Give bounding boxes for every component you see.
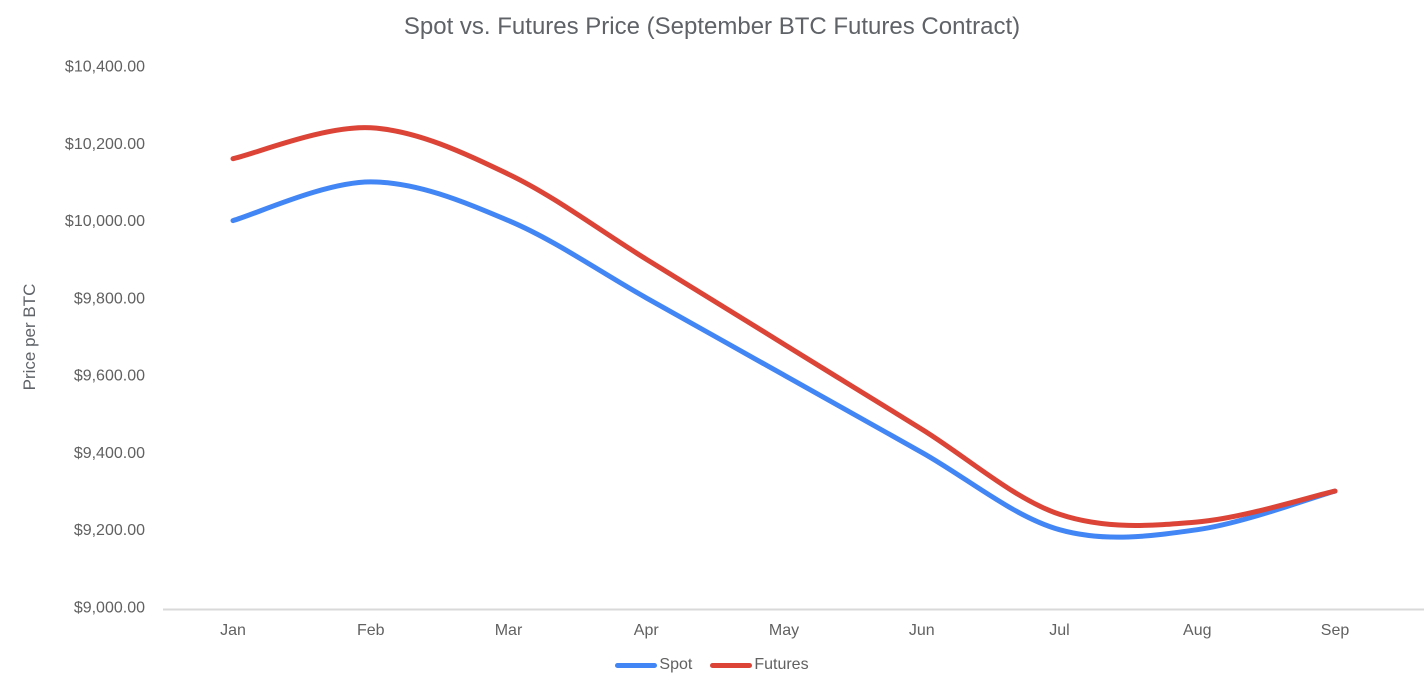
futures-line-swatch <box>710 662 753 668</box>
futures-line <box>230 125 1338 528</box>
legend-label-spot: Spot <box>659 656 693 673</box>
chart-title: Spot vs. Futures Price (September BTC Fu… <box>403 13 1021 40</box>
spot-line <box>230 179 1338 540</box>
legend-item-spot: Spot <box>615 656 692 674</box>
x-tick-label: Apr <box>634 622 660 639</box>
x-tick-label: Mar <box>495 622 523 639</box>
y-tick-label: $9,600.00 <box>74 368 145 385</box>
y-tick-label: $9,400.00 <box>74 445 145 462</box>
spot-line-swatch <box>615 662 658 668</box>
chart-legend: Spot Futures <box>0 656 1424 674</box>
x-tick-label: Jun <box>909 622 935 639</box>
y-tick-label: $10,400.00 <box>65 59 145 76</box>
y-tick-label: $9,200.00 <box>74 522 145 539</box>
x-tick-label: May <box>769 622 799 639</box>
x-tick-label: Jul <box>1049 622 1069 639</box>
legend-item-futures: Futures <box>710 656 809 674</box>
x-tick-label: Feb <box>357 622 385 639</box>
y-tick-label: $9,000.00 <box>74 600 145 617</box>
x-tick-label: Sep <box>1321 622 1350 639</box>
y-tick-label: $10,000.00 <box>65 213 145 230</box>
legend-label-futures: Futures <box>754 656 809 673</box>
y-tick-label: $10,200.00 <box>65 136 145 153</box>
x-tick-label: Jan <box>220 622 246 639</box>
y-tick-label: $9,800.00 <box>74 290 145 307</box>
x-tick-label: Aug <box>1183 622 1211 639</box>
